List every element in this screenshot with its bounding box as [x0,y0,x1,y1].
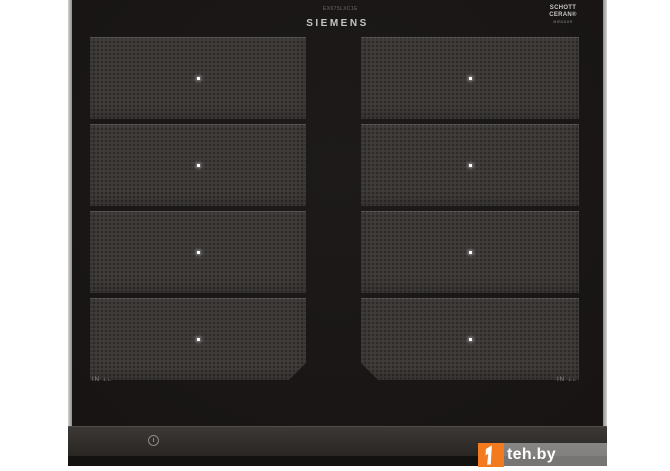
zone-center-dot-icon [468,251,472,254]
zone-center-dot-icon [468,77,472,80]
front-trim-panel [68,426,607,457]
induction-marking-left-label: IN [92,377,100,383]
metal-trim-left [68,0,72,466]
watermark: teh.by [478,443,607,467]
zone-center-dot-icon [469,338,472,341]
zone-center-dot-icon [196,77,200,80]
schott-logo-line2: CERAN® [549,11,577,18]
pan-symbol-icon: ⊥∟ [567,377,577,383]
orange-bolt-icon [478,443,504,467]
cooking-zone-left-2 [90,124,306,206]
schott-logo-line3: MIRADUR [553,19,573,24]
front-trim-bottom [68,456,607,466]
power-icon [148,435,159,446]
pan-symbol-icon: ⊥∟ [102,377,112,383]
cooking-zone-right-2 [361,124,579,206]
zone-group-right [361,37,579,385]
zone-center-dot-icon [468,164,472,167]
induction-cooktop: EX675LXC1E SCHOTT CERAN® MIRADUR IN ⊥∟ I… [68,0,607,466]
watermark-text: teh.by [504,443,607,467]
zone-center-dot-icon [196,251,200,254]
cooking-zone-right-4 [361,298,579,380]
cooking-zone-left-4 [90,298,306,380]
schott-logo-line1: SCHOTT [549,5,577,11]
cooking-zone-right-3 [361,211,579,293]
brand-logo: SIEMENS [306,18,369,29]
ceran-glass-surface: EX675LXC1E SCHOTT CERAN® MIRADUR IN ⊥∟ I… [72,0,603,426]
metal-trim-right [603,0,607,466]
zone-center-dot-icon [196,164,200,167]
induction-marking-right-label: IN [557,377,565,383]
induction-marking-left: IN ⊥∟ [92,377,112,383]
model-label: EX675LXC1E [323,6,358,12]
zone-center-dot-icon [197,338,200,341]
cooking-zone-left-1 [90,37,306,119]
zone-group-left [90,37,306,385]
cooking-zone-left-3 [90,211,306,293]
cooking-zone-right-1 [361,37,579,119]
induction-marking-right: IN ⊥∟ [557,377,577,383]
schott-ceran-logo: SCHOTT CERAN® MIRADUR [546,5,580,24]
